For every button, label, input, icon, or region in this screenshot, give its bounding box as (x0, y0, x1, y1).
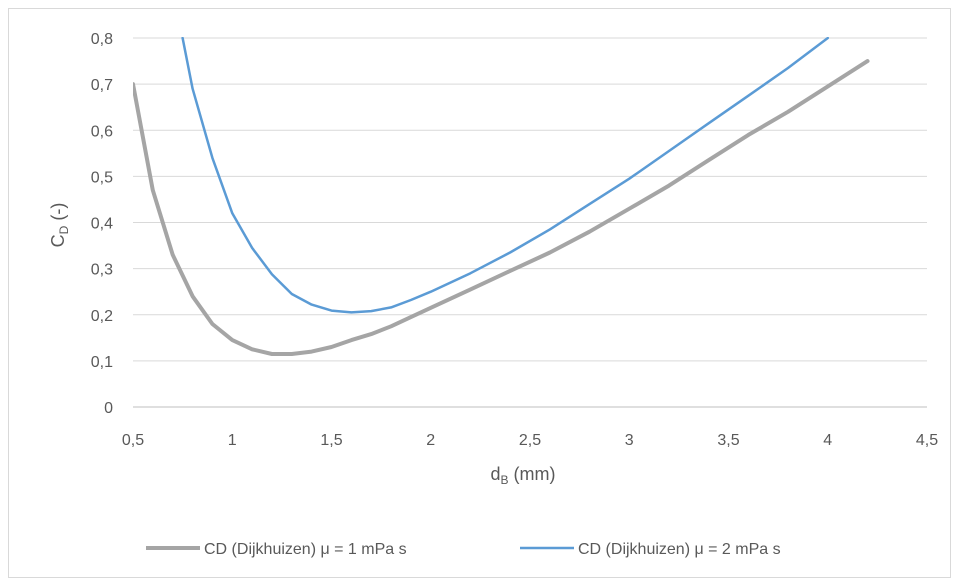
x-tick-label: 1,5 (320, 432, 342, 449)
x-tick-label: 2,5 (519, 432, 541, 449)
x-axis-tick-labels: 0,5 1 1,5 2 2,5 3 3,5 4 4,5 (122, 432, 938, 449)
y-tick-label: 0,2 (91, 308, 113, 325)
x-tick-label: 3 (625, 432, 634, 449)
y-axis-title-sub: D (57, 225, 71, 234)
y-tick-label: 0 (104, 400, 113, 417)
x-axis-title: dB (mm) (490, 464, 555, 487)
x-axis-title-rest: (mm) (509, 464, 556, 484)
x-tick-label: 2 (426, 432, 435, 449)
y-tick-label: 0,7 (91, 77, 113, 94)
y-tick-label: 0,5 (91, 169, 113, 186)
chart-frame (8, 8, 951, 578)
y-axis-title-rest: (-) (48, 203, 68, 226)
legend-label-1: CD (Dijkhuizen) μ = 1 mPa s (204, 541, 407, 558)
y-axis-title: CD (-) (48, 203, 71, 248)
legend: CD (Dijkhuizen) μ = 1 mPa s CD (Dijkhuize… (146, 541, 781, 558)
y-tick-label: 0,8 (91, 31, 113, 48)
gridlines (133, 37, 927, 408)
x-tick-label: 4 (823, 432, 832, 449)
y-axis-tick-labels: 0 0,1 0,2 0,3 0,4 0,5 0,6 0,7 0,8 (91, 31, 113, 417)
x-tick-label: 4,5 (916, 432, 938, 449)
y-tick-label: 0,4 (91, 216, 113, 233)
x-tick-label: 1 (228, 432, 237, 449)
series-lines (133, 37, 870, 356)
legend-label-2: CD (Dijkhuizen) μ = 2 mPa s (578, 541, 781, 558)
y-tick-label: 0,3 (91, 262, 113, 279)
series-line-2 (181, 37, 830, 314)
x-axis-title-sub: B (501, 473, 509, 487)
x-axis-title-main: d (490, 464, 500, 484)
x-tick-label: 3,5 (717, 432, 739, 449)
y-tick-label: 0,1 (91, 354, 113, 371)
series-line-1 (133, 59, 870, 356)
x-tick-label: 0,5 (122, 432, 144, 449)
y-axis-title-main: C (48, 234, 68, 247)
y-tick-label: 0,6 (91, 123, 113, 140)
